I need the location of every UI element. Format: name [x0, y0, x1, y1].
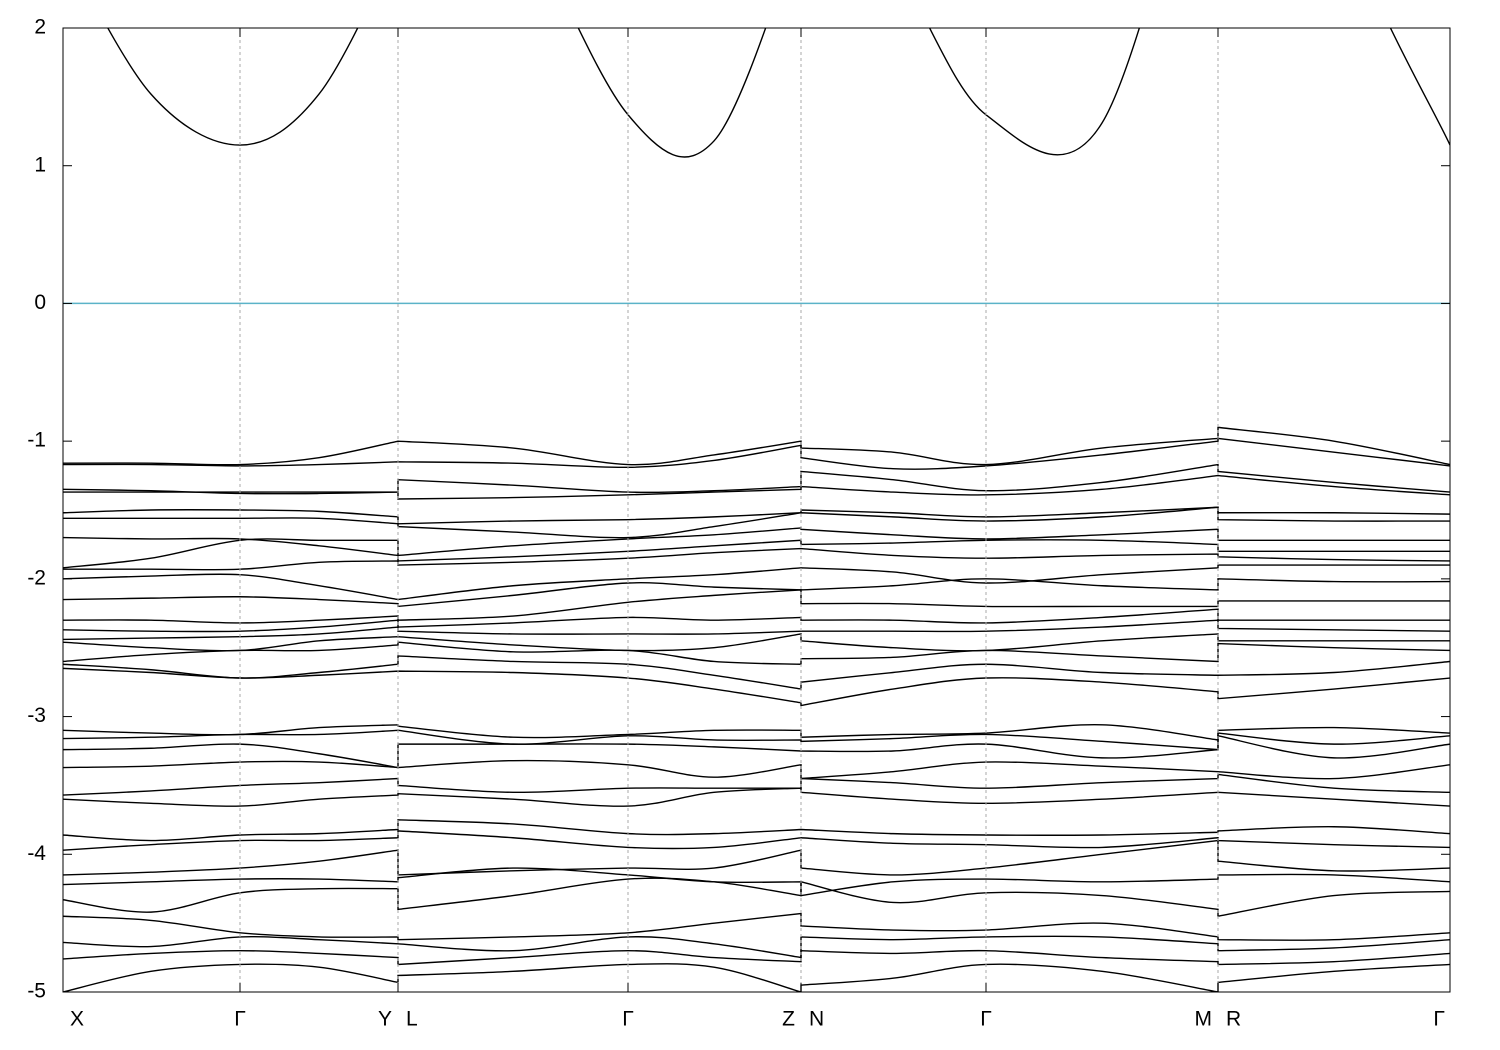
band-line — [63, 935, 1450, 959]
band-line — [63, 437, 1450, 470]
band-line — [63, 839, 1450, 876]
band-line — [63, 641, 1450, 665]
x-tick-label: X — [70, 1008, 84, 1031]
y-tick-label: -2 — [27, 566, 46, 589]
x-tick-label: Γ — [980, 1008, 992, 1031]
band-line — [63, 759, 1450, 780]
band-line — [63, 867, 1450, 897]
x-tick-label: N — [809, 1008, 824, 1031]
band-line — [63, 564, 1450, 601]
band-line — [63, 474, 1450, 500]
band-line — [63, 724, 1450, 741]
band-line — [63, 506, 1450, 525]
y-tick-label: -3 — [27, 704, 46, 727]
band-line — [63, 655, 1450, 690]
y-tick-label: 2 — [34, 16, 46, 39]
band-line — [107, 28, 1450, 158]
band-line — [63, 463, 1450, 495]
band-line — [63, 538, 1450, 569]
band-line — [63, 527, 1450, 557]
y-tick-label: -4 — [27, 842, 46, 865]
y-tick-label: -1 — [27, 429, 46, 452]
band-line — [63, 547, 1450, 571]
y-tick-label: -5 — [27, 980, 46, 1003]
x-tick-label: R — [1226, 1008, 1241, 1031]
x-tick-label: L — [406, 1008, 418, 1031]
band-line — [63, 877, 1450, 918]
x-tick-label: Γ — [234, 1008, 246, 1031]
y-tick-label: 0 — [34, 291, 46, 314]
band-line — [63, 787, 1450, 807]
band-line — [63, 912, 1450, 941]
band-line — [63, 963, 1450, 992]
band-line — [63, 830, 1450, 851]
band-line — [63, 608, 1450, 633]
band-line — [63, 949, 1450, 966]
x-tick-label: M — [1195, 1008, 1213, 1031]
y-tick-label: 1 — [34, 153, 46, 176]
band-line — [63, 633, 1450, 652]
x-tick-label: Γ — [1433, 1008, 1445, 1031]
band-line — [63, 667, 1450, 707]
x-tick-label: Z — [782, 1008, 795, 1031]
band-line — [63, 589, 1450, 624]
band-line — [63, 819, 1450, 842]
plot-frame — [62, 27, 1451, 993]
band-line — [63, 426, 1450, 466]
band-line — [63, 773, 1450, 796]
band-line — [63, 506, 1450, 539]
x-tick-label: Γ — [622, 1008, 634, 1031]
band-line — [63, 619, 1450, 641]
band-line — [63, 729, 1450, 751]
plot-area — [63, 28, 1450, 992]
x-tick-label: Y — [378, 1008, 392, 1031]
band-line — [63, 735, 1450, 769]
band-line — [63, 578, 1450, 608]
